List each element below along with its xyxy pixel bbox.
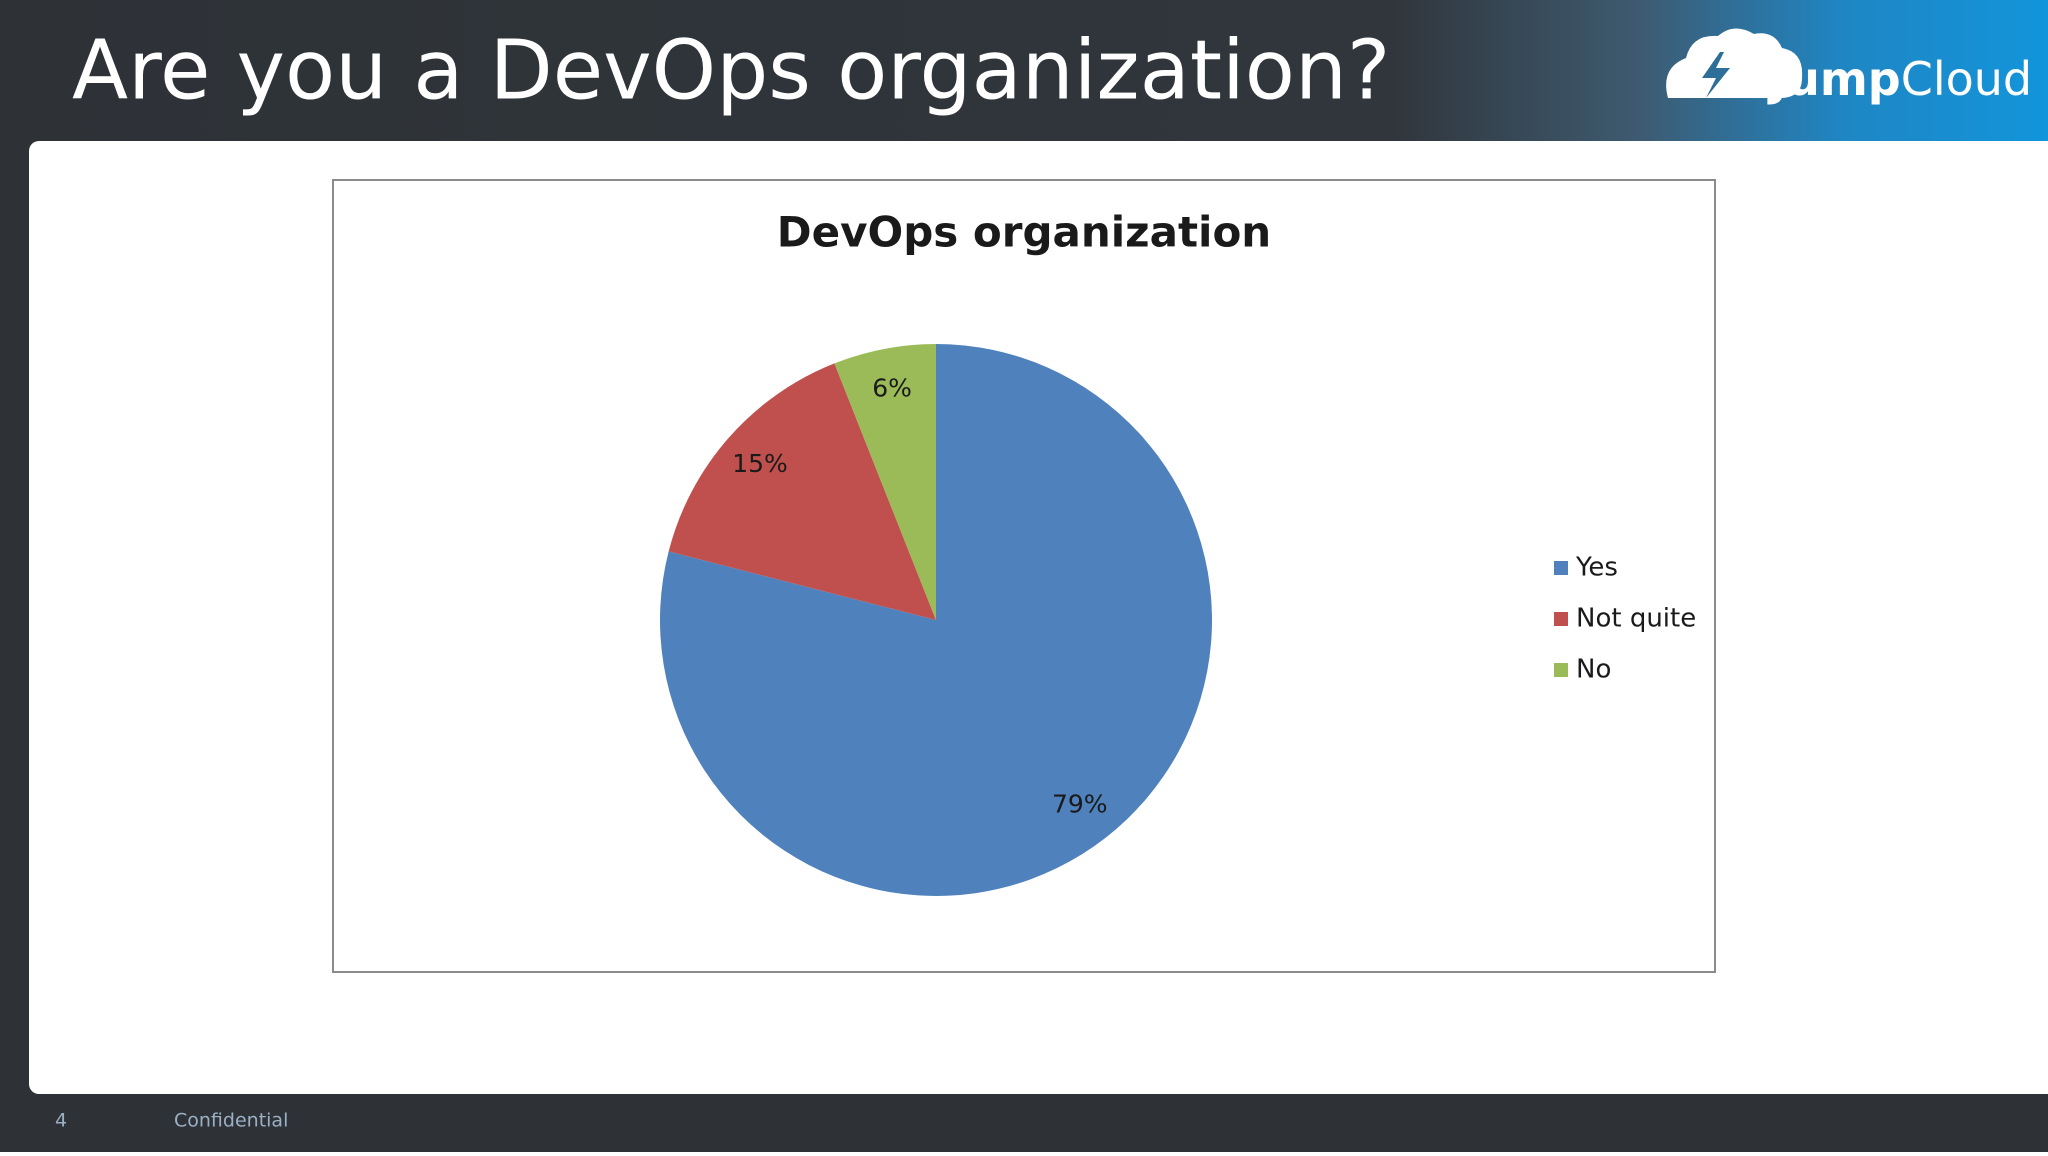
legend-swatch: [1554, 561, 1568, 575]
logo-text: Jump: [1767, 52, 1901, 106]
slide-title: Are you a DevOps organization?: [72, 23, 1390, 118]
chart-title: DevOps organization: [777, 208, 1271, 257]
pie-slice: [668, 363, 936, 620]
logo-icon: [1666, 28, 1803, 98]
logo-text: Cloud: [1901, 52, 2032, 106]
data-label: 6%: [872, 374, 912, 403]
svg-text:JumpCloud: JumpCloud: [1767, 52, 2032, 106]
data-label: 15%: [732, 449, 788, 478]
logo-bolt: [1702, 52, 1730, 98]
pie-slice: [834, 344, 936, 620]
legend-label: Not quite: [1576, 604, 1696, 634]
pie-chart: 79% 15% 6% Yes Not quite No: [659, 344, 1696, 896]
page-number: 4: [55, 1110, 67, 1132]
legend-swatch: [1554, 612, 1568, 626]
legend-swatch: [1554, 663, 1568, 677]
legend-label: Yes: [1575, 553, 1618, 583]
data-label: 79%: [1052, 789, 1108, 818]
footer-text: Confidential: [174, 1110, 288, 1132]
logo: JumpCloud: [1666, 28, 2032, 106]
legend-label: No: [1576, 655, 1611, 685]
